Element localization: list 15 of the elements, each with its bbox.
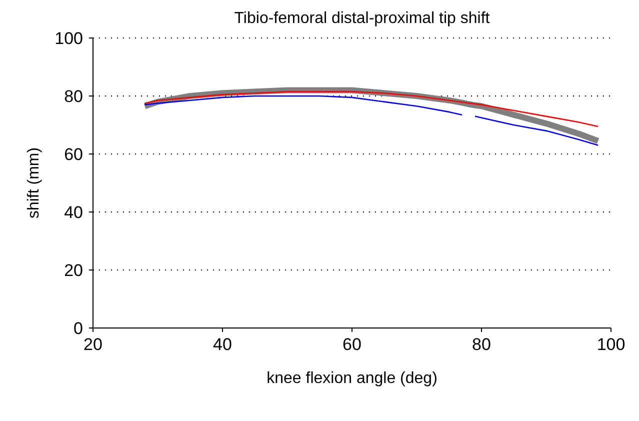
x-tick-label: 100 [596, 335, 626, 354]
x-tick-label: 80 [472, 335, 491, 354]
x-tick-label: 60 [342, 335, 362, 354]
y-tick-label: 80 [64, 87, 83, 106]
y-tick-label: 40 [64, 203, 83, 222]
y-tick-label: 0 [74, 319, 83, 338]
y-tick-label: 100 [54, 29, 83, 48]
x-tick-label: 20 [84, 335, 102, 354]
chart-title: Tibio-femoral distal-proximal tip shift [233, 10, 491, 28]
y-tick-label: 60 [64, 145, 83, 164]
line-series [144, 91, 599, 128]
y-axis-title: shift (mm) [26, 147, 43, 219]
x-tick-label: 40 [213, 335, 232, 354]
y-tick-label: 20 [64, 261, 83, 280]
x-axis-title: knee flexion angle (deg) [266, 370, 438, 387]
